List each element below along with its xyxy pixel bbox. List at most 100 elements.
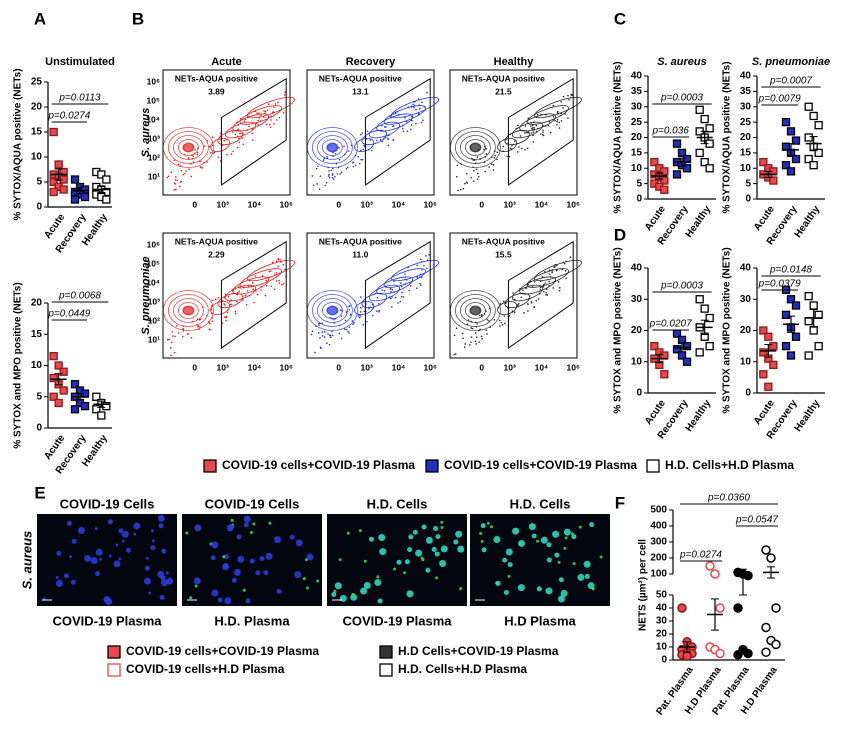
event-dot <box>327 175 330 177</box>
y-tick-label: 30 <box>656 616 668 627</box>
cell <box>433 525 439 531</box>
cell <box>84 554 92 562</box>
event-dot <box>493 319 496 321</box>
x-tick-label: 10³ <box>361 362 373 372</box>
cell <box>95 571 101 577</box>
event-dot <box>248 279 251 282</box>
data-point <box>761 622 771 633</box>
contour <box>311 294 353 327</box>
event-dot <box>394 296 397 299</box>
y-tick-label: 5 <box>36 391 42 402</box>
contour <box>217 292 244 309</box>
data-point <box>814 341 823 351</box>
event-dot <box>533 128 536 131</box>
y-tick-label: 25 <box>31 77 43 88</box>
event-dot <box>173 182 176 184</box>
cell <box>151 529 155 533</box>
event-dot <box>236 300 238 303</box>
data-point <box>759 348 768 357</box>
legend-label: COVID-19 cells+COVID-19 Plasma <box>126 644 319 658</box>
event-dot <box>536 113 539 116</box>
event-dot <box>242 133 244 135</box>
cell <box>583 560 591 568</box>
data-point <box>705 561 715 571</box>
cell <box>185 531 189 535</box>
gate <box>220 77 287 186</box>
event-dot <box>415 122 417 125</box>
event-dot <box>513 298 516 301</box>
image-caption: COVID-19 Plasma <box>52 613 162 628</box>
data-point <box>49 187 58 197</box>
cell <box>507 574 511 578</box>
event-dot <box>483 148 485 151</box>
contour <box>326 142 339 153</box>
y-tick-label: 10 <box>31 152 43 163</box>
event-dot <box>423 264 425 267</box>
event-dot <box>264 294 267 297</box>
data-point <box>771 603 781 613</box>
event-dot <box>253 301 255 304</box>
event-dot <box>343 153 346 156</box>
event-dot <box>334 152 337 155</box>
event-dot <box>251 127 254 130</box>
event-dot <box>183 154 186 156</box>
event-dot <box>201 306 204 309</box>
event-dot <box>278 279 280 282</box>
data-point <box>672 345 682 354</box>
data-point <box>769 360 778 370</box>
event-dot <box>558 121 561 124</box>
event-dot <box>248 294 251 297</box>
event-dot <box>268 276 271 279</box>
y-axis-label: % SYTOX/AQUA positive (NETs) <box>13 68 24 220</box>
event-dot <box>475 343 478 345</box>
event-dot <box>203 161 205 164</box>
event-dot <box>470 176 473 179</box>
y-tick-label: 5 <box>745 178 751 189</box>
data-point <box>59 386 68 395</box>
event-dot <box>182 328 184 331</box>
event-dot <box>556 110 559 113</box>
image-title: COVID-19 Cells <box>60 496 155 511</box>
event-dot <box>237 129 240 132</box>
contour <box>217 129 244 146</box>
event-dot <box>488 307 491 310</box>
event-dot <box>538 292 541 295</box>
event-dot <box>499 325 501 327</box>
event-dot <box>261 274 264 277</box>
event-dot <box>266 109 269 112</box>
cell <box>434 551 440 557</box>
event-dot <box>401 291 403 294</box>
data-point <box>804 133 813 142</box>
event-dot <box>565 260 567 263</box>
event-dot <box>492 169 495 171</box>
event-dot <box>254 289 257 292</box>
event-dot <box>558 127 561 129</box>
event-dot <box>520 296 523 299</box>
event-dot <box>485 153 488 155</box>
y-tick-label: 10 <box>631 163 643 174</box>
cell <box>545 587 553 595</box>
event-dot <box>426 267 428 270</box>
event-dot <box>526 147 529 149</box>
y-tick-label: 10 <box>31 360 43 371</box>
y-tick-label: 30 <box>740 101 752 112</box>
data-point <box>814 148 823 158</box>
event-dot <box>527 302 529 305</box>
contour <box>239 268 282 288</box>
y-tick-label: 25 <box>740 117 752 128</box>
y-tick-label: 50 <box>656 590 668 601</box>
event-dot <box>397 302 399 304</box>
event-dot <box>311 175 314 177</box>
event-dot <box>475 168 478 170</box>
cell <box>415 549 423 557</box>
event-dot <box>428 254 430 256</box>
cell <box>210 555 216 561</box>
event-dot <box>457 189 459 192</box>
cell <box>249 530 253 534</box>
event-dot <box>381 124 383 127</box>
event-dot <box>284 94 286 96</box>
p-value: p=0.0148 <box>769 265 812 276</box>
event-dot <box>223 139 225 142</box>
event-dot <box>331 317 334 320</box>
cell <box>560 589 568 597</box>
